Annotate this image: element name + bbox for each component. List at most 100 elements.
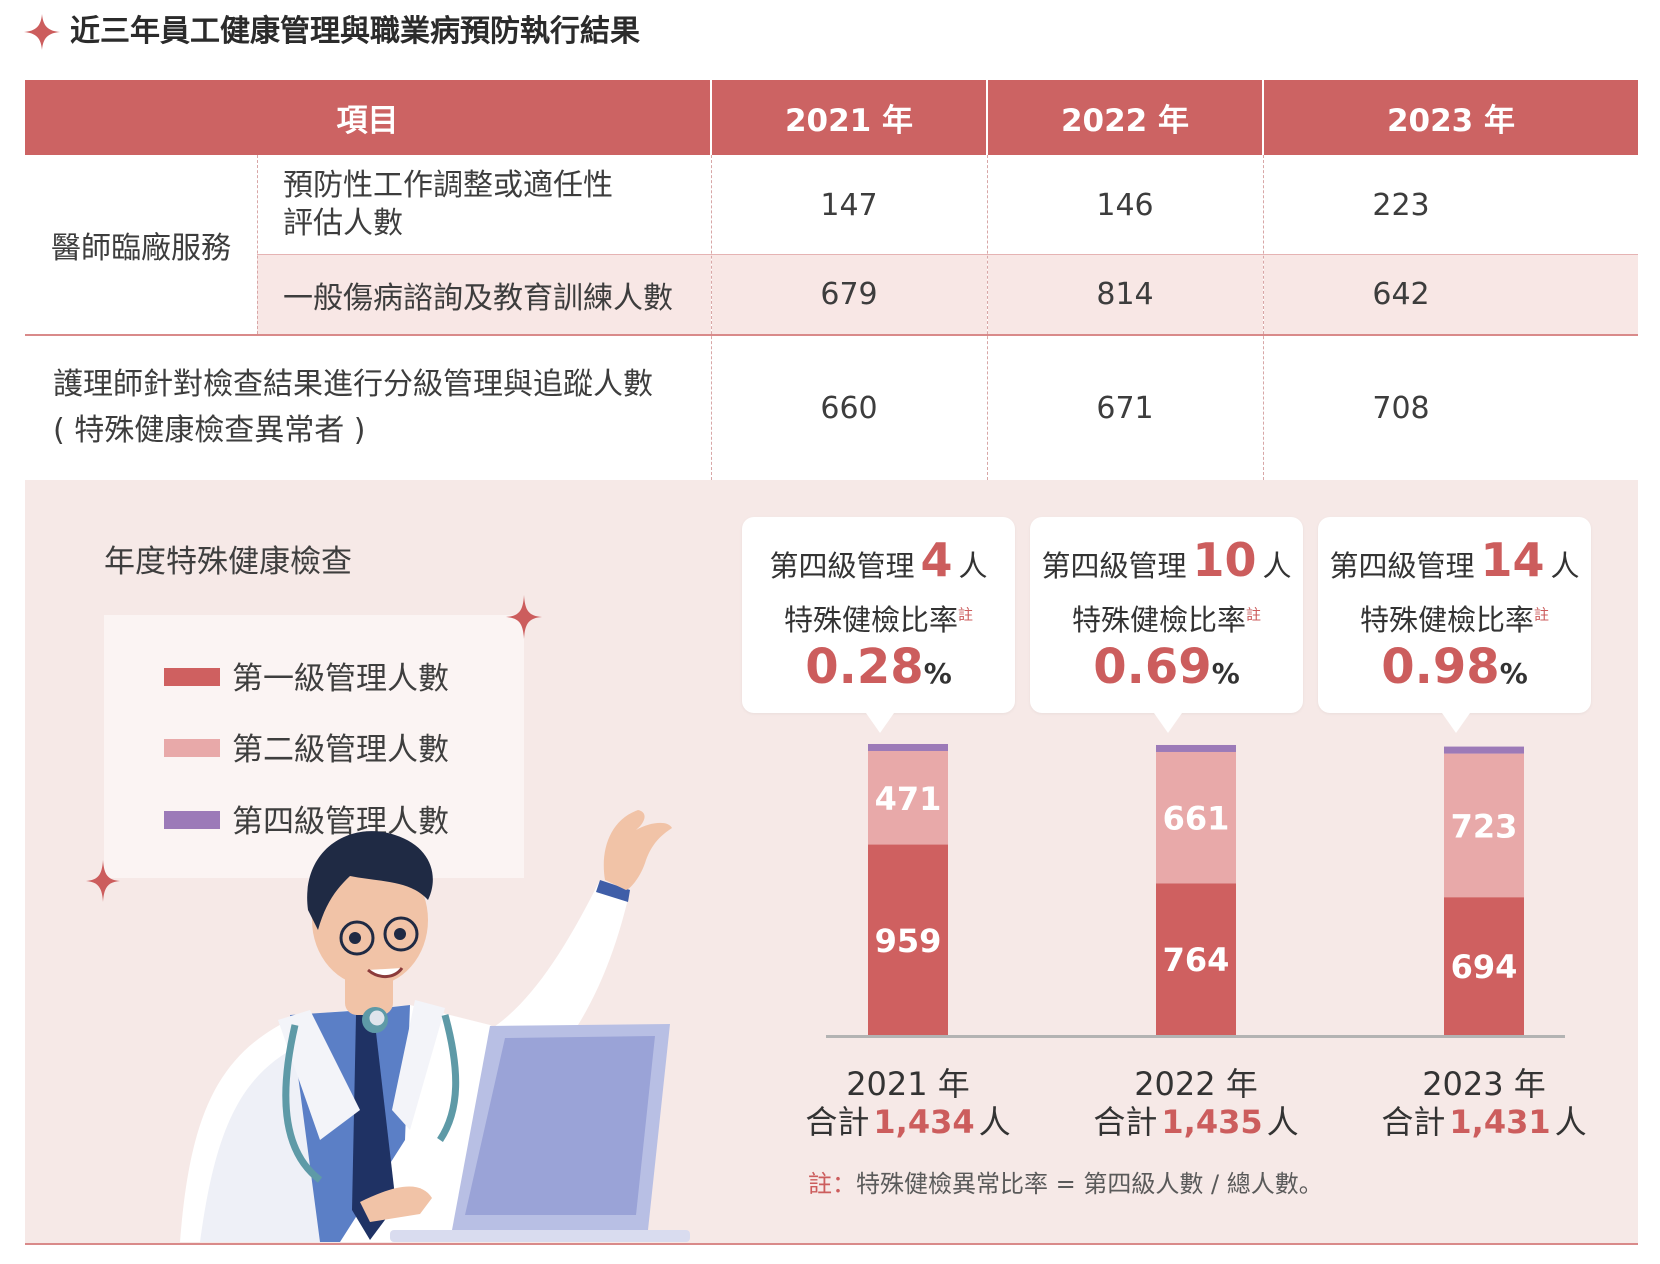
panel-bottom-rule — [25, 1243, 1638, 1245]
total-suffix: 人 — [978, 1103, 1011, 1141]
total-label: 合計 1,434 人 — [778, 1097, 1038, 1143]
table-divider — [257, 254, 1638, 255]
bar-level1-2021 — [868, 844, 948, 1035]
level4-count: 10 — [1192, 533, 1257, 587]
bar-level4-2023 — [1444, 746, 1524, 754]
callout-suffix: 人 — [1262, 549, 1292, 583]
total-value: 1,434 — [873, 1103, 975, 1141]
level4-count: 4 — [920, 533, 953, 587]
callout-prefix: 第四級管理 — [1329, 549, 1475, 583]
note-mark: 註 — [1534, 605, 1550, 624]
sparkle-icon — [24, 14, 60, 50]
bar-value-label: 661 — [1163, 800, 1230, 838]
rate-unit: % — [923, 657, 952, 690]
callout-prefix: 第四級管理 — [769, 549, 915, 583]
callout-2022: 第四級管理 10 人 特殊健檢比率註 0.69% — [1030, 517, 1303, 733]
row-label: 一般傷病諮詢及教育訓練人數 — [283, 280, 673, 316]
table-divider — [711, 155, 712, 480]
table-divider — [1263, 155, 1264, 480]
bar-value-label: 764 — [1163, 941, 1230, 979]
chart-title: 年度特殊健康檢查 — [104, 544, 352, 580]
table-cell: 147 — [820, 187, 878, 223]
bar-level1-2023 — [1444, 897, 1524, 1035]
total-prefix: 合計 — [805, 1103, 870, 1141]
bar-level2-2022 — [1156, 751, 1236, 884]
callout-prefix: 第四級管理 — [1041, 549, 1187, 583]
legend-swatch-level1 — [164, 668, 220, 686]
footnote: 註：特殊健檢異常比率 = 第四級人數 / 總人數。 — [808, 1164, 1323, 1199]
rate-value: 0.69 — [1093, 639, 1212, 695]
table-cell: 146 — [1096, 187, 1154, 223]
total-label: 合計 1,431 人 — [1354, 1097, 1614, 1143]
doctor-illustration — [180, 810, 690, 1242]
legend-label-level2: 第二級管理人數 — [232, 732, 449, 768]
table-cell: 679 — [820, 277, 878, 312]
row-label: 預防性工作調整或適任性 評估人數 — [283, 155, 703, 255]
legend-label-level4: 第四級管理人數 — [232, 804, 449, 840]
total-prefix: 合計 — [1381, 1103, 1446, 1141]
total-value: 1,431 — [1449, 1103, 1551, 1141]
bar-level4-2021 — [868, 743, 948, 751]
legend-label-level1: 第一級管理人數 — [232, 661, 449, 697]
row-label-line: 預防性工作調整或適任性 — [283, 168, 613, 203]
rate-value: 0.28 — [805, 639, 924, 695]
total-prefix: 合計 — [1093, 1103, 1158, 1141]
bar-value-label: 471 — [875, 780, 942, 818]
table-cell: 814 — [1096, 277, 1154, 312]
rate-unit: % — [1211, 657, 1240, 690]
year-label: 2021 年 — [846, 1065, 970, 1103]
page-title: 近三年員工健康管理與職業病預防執行結果 — [70, 14, 640, 49]
callout-suffix: 人 — [1550, 549, 1580, 583]
table-cell: 223 — [1372, 187, 1430, 223]
total-label: 合計 1,435 人 — [1066, 1097, 1326, 1143]
bar-level2-2021 — [868, 750, 948, 845]
total-suffix: 人 — [1554, 1103, 1587, 1141]
rate-label: 特殊健檢比率 — [783, 603, 958, 637]
level4-count: 14 — [1480, 533, 1545, 587]
callout-tail — [866, 713, 894, 733]
table-cell: 642 — [1372, 277, 1430, 312]
callout-2023: 第四級管理 14 人 特殊健檢比率註 0.98% — [1318, 517, 1591, 733]
total-value: 1,435 — [1161, 1103, 1263, 1141]
results-table: 項目 2021 年 2022 年 2023 年 醫師臨廠服務 預防性工作調整或適… — [25, 80, 1638, 480]
callout-tail — [1154, 713, 1182, 733]
header-2023: 2023 年 — [1264, 80, 1638, 155]
rate-value: 0.98 — [1381, 639, 1500, 695]
header-item: 項目 — [25, 80, 710, 155]
bar-level1-2022 — [1156, 883, 1236, 1035]
sparkle-icon — [506, 595, 542, 639]
row-label-line: ( 特殊健康檢查異常者 ) — [53, 413, 366, 448]
note-mark: 註 — [958, 605, 974, 624]
row-label: 護理師針對檢查結果進行分級管理與追蹤人數 ( 特殊健康檢查異常者 ) — [53, 336, 713, 480]
bar-level2-2023 — [1444, 753, 1524, 898]
legend-swatch-level2 — [164, 739, 220, 757]
bar-value-label: 723 — [1451, 807, 1518, 845]
row-label-line: 評估人數 — [283, 206, 403, 241]
total-suffix: 人 — [1266, 1103, 1299, 1141]
year-label: 2022 年 — [1134, 1065, 1258, 1103]
bar-value-label: 694 — [1451, 948, 1518, 986]
legend-swatch-level4 — [164, 811, 220, 829]
table-divider — [987, 155, 988, 480]
table-divider — [25, 334, 1638, 336]
header-2022: 2022 年 — [988, 80, 1262, 155]
sparkle-icon — [86, 860, 120, 902]
year-label: 2023 年 — [1422, 1065, 1546, 1103]
table-cell: 708 — [1372, 390, 1430, 426]
bar-level4-2022 — [1156, 744, 1236, 752]
bar-value-label: 959 — [875, 922, 942, 960]
callout-2021: 第四級管理 4 人 特殊健檢比率註 0.28% — [742, 517, 1015, 733]
table-divider — [257, 155, 258, 334]
callout-tail — [1442, 713, 1470, 733]
table-cell: 671 — [1096, 390, 1154, 426]
footnote-key: 註： — [808, 1170, 856, 1198]
footnote-text: 特殊健檢異常比率 = 第四級人數 / 總人數。 — [856, 1170, 1323, 1198]
rate-label: 特殊健檢比率 — [1071, 603, 1246, 637]
note-mark: 註 — [1246, 605, 1262, 624]
callout-suffix: 人 — [958, 549, 988, 583]
rate-label: 特殊健檢比率 — [1359, 603, 1534, 637]
table-cell: 660 — [820, 390, 878, 426]
legend: 第一級管理人數 第二級管理人數 第四級管理人數 — [104, 615, 524, 878]
row-shade — [257, 255, 1638, 334]
